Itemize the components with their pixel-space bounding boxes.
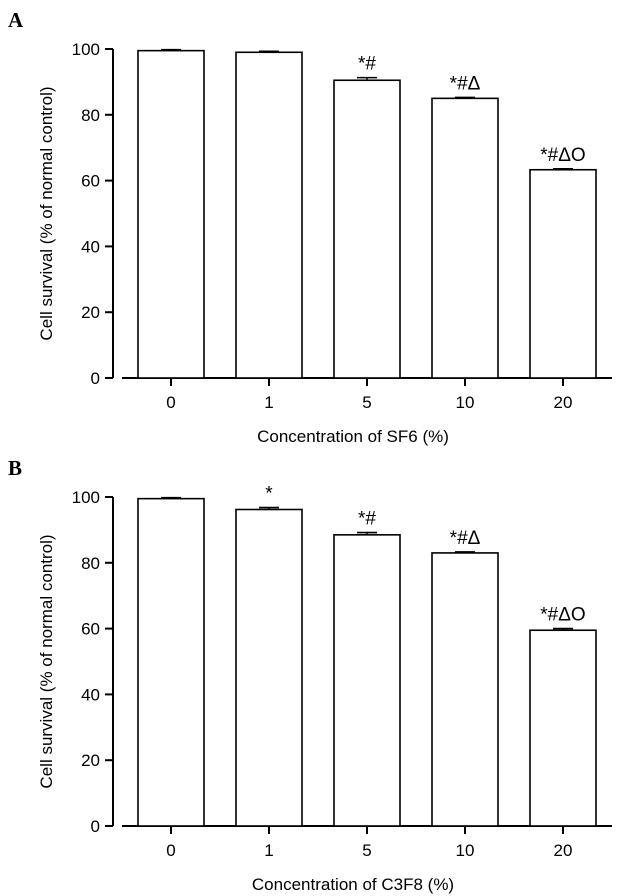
y-axis-label: Cell survival (% of normal control): [37, 86, 56, 340]
y-tick-label: 80: [81, 106, 100, 125]
chart-panel-a: A 0 20 40 60 80 100 0 1 5 *# 10 *#Δ 20 *#ΔO Concentrat…: [8, 8, 612, 446]
significance-label: *#: [358, 54, 376, 75]
bar: [235, 51, 303, 379]
bar: [431, 97, 499, 379]
chart-panel-b: B 0 20 40 60 80 100 0 1 * 5 *# 10 *#Δ 20 *#ΔO Concentra…: [0, 448, 617, 896]
y-tick-label: 0: [91, 369, 100, 388]
bar: [137, 497, 205, 827]
bar: [235, 508, 303, 827]
x-tick-label: 5: [362, 841, 371, 860]
y-tick-label: 100: [72, 488, 100, 507]
significance-label: *#ΔO: [540, 145, 585, 166]
bar-chart-sf6: 0 20 40 60 80 100 0 1 5 *# 10 *#Δ 20 *#ΔO Concentratio…: [37, 40, 612, 446]
panel-label: B: [8, 456, 23, 480]
y-tick-label: 100: [72, 40, 100, 59]
x-tick-label: 1: [264, 841, 273, 860]
x-tick-label: 10: [456, 393, 475, 412]
bar: [431, 552, 499, 827]
x-tick-label: 1: [264, 393, 273, 412]
x-tick-label: 0: [166, 393, 175, 412]
significance-label: *#ΔO: [540, 605, 585, 626]
significance-label: *#Δ: [450, 528, 481, 549]
y-axis-label: Cell survival (% of normal control): [37, 534, 56, 788]
y-tick-label: 40: [81, 685, 100, 704]
y-tick-label: 60: [81, 620, 100, 639]
significance-label: *: [265, 484, 273, 505]
y-tick-label: 60: [81, 172, 100, 191]
x-tick-label: 5: [362, 393, 371, 412]
x-tick-label: 10: [456, 841, 475, 860]
y-tick-label: 0: [91, 817, 100, 836]
x-axis-label: Concentration of SF6 (%): [257, 427, 449, 446]
bar: [333, 79, 401, 379]
x-tick-label: 0: [166, 841, 175, 860]
significance-label: *#Δ: [450, 73, 481, 94]
bar: [529, 629, 597, 827]
bar: [137, 49, 205, 379]
x-tick-label: 20: [554, 841, 573, 860]
y-tick-label: 20: [81, 303, 100, 322]
x-axis-label: Concentration of C3F8 (%): [252, 875, 454, 894]
bar-chart-c3f8: 0 20 40 60 80 100 0 1 * 5 *# 10 *#Δ 20 *#ΔO Concentrati…: [37, 484, 612, 894]
bar: [529, 168, 597, 379]
significance-label: *#: [358, 509, 376, 530]
y-tick-label: 40: [81, 237, 100, 256]
y-tick-label: 80: [81, 554, 100, 573]
bar: [333, 534, 401, 827]
panel-label: A: [8, 8, 24, 32]
x-tick-label: 20: [554, 393, 573, 412]
y-tick-label: 20: [81, 751, 100, 770]
